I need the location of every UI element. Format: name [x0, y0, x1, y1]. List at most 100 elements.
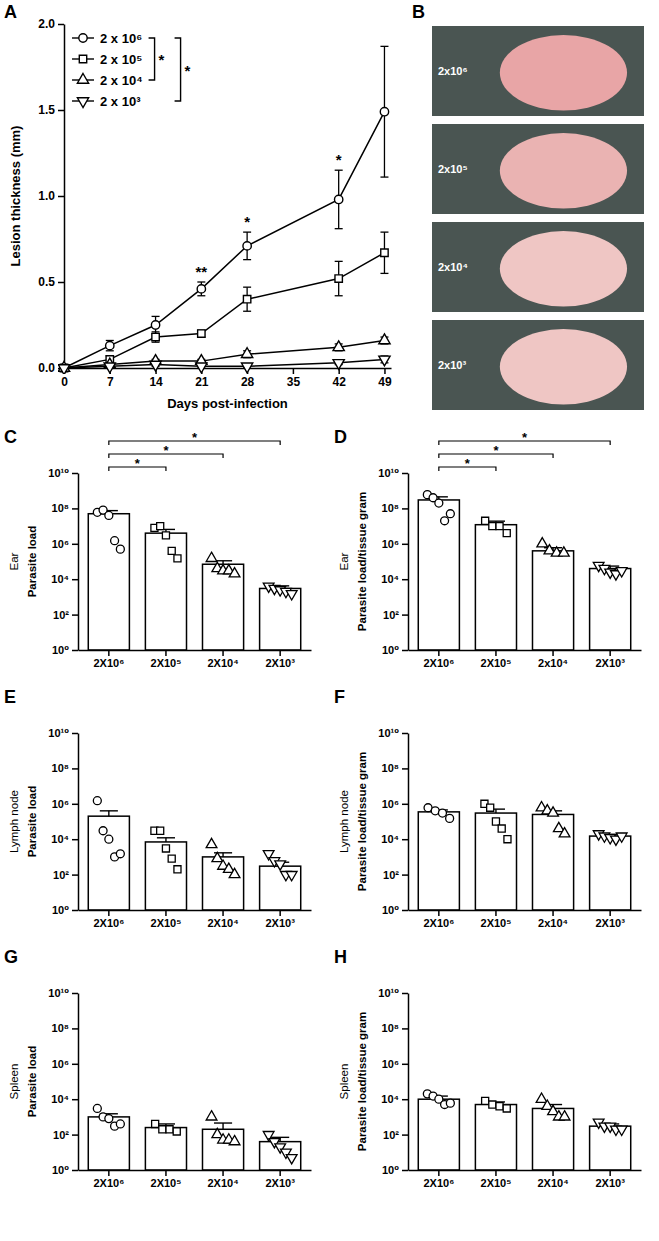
tick: 2X10³	[265, 1170, 295, 1189]
bar	[475, 813, 516, 910]
tick-label: 10⁸	[52, 1022, 69, 1034]
plot-area	[418, 800, 630, 910]
tick-label: 2X10⁶	[423, 917, 454, 929]
tick: 10⁸	[52, 1022, 78, 1034]
error-bar-cap	[335, 261, 343, 262]
plot-area	[88, 797, 300, 910]
data-point	[173, 1128, 180, 1135]
error-bar-cap	[243, 259, 251, 260]
tick-mark	[108, 1170, 110, 1176]
tick-mark	[72, 1099, 78, 1101]
data-point	[503, 530, 510, 537]
error-bar-cap	[197, 295, 205, 296]
data-point	[229, 868, 240, 877]
axis-line	[408, 994, 410, 1171]
bar	[260, 588, 301, 650]
marker	[379, 356, 390, 366]
data-point	[286, 1155, 297, 1164]
tick-mark	[72, 874, 78, 876]
bar	[260, 866, 301, 910]
tick-mark	[72, 1028, 78, 1030]
photo: 2x10³	[432, 320, 644, 410]
tick: 0.5	[38, 275, 64, 289]
tick: 2X10⁶	[423, 910, 454, 929]
tick: 2X10⁴	[537, 1170, 568, 1189]
data-point	[446, 1099, 454, 1107]
tick-label: 28	[241, 375, 255, 389]
tick-mark	[495, 910, 497, 916]
panel-letter: C	[4, 427, 17, 447]
photo-label: 2x10⁵	[438, 163, 468, 175]
tick-label: 10⁰	[52, 1164, 69, 1176]
tick-label: 2X10⁶	[423, 657, 454, 669]
y-axis-title: Parasite load	[26, 526, 38, 598]
tick-mark	[108, 910, 110, 916]
data-point	[616, 1126, 627, 1135]
tick-label: 2X10⁵	[151, 917, 182, 929]
photo-ear	[500, 35, 627, 111]
tick-label: 2.0	[38, 17, 55, 31]
tick-label: 10¹⁰	[378, 987, 399, 999]
data-point	[616, 833, 627, 842]
x-axis: 2X10⁶2X10⁵2X10⁴2X10³	[79, 910, 312, 929]
bar	[532, 551, 573, 650]
error-bar	[380, 232, 388, 273]
legend-label: 2 x 10⁶	[100, 31, 142, 46]
data-point	[504, 836, 511, 843]
error-bar-cap	[197, 281, 205, 282]
tick-mark	[72, 993, 78, 995]
tick: 42	[333, 368, 347, 389]
error-bar-cap	[487, 520, 505, 521]
error-bar	[152, 332, 160, 342]
tick-mark	[72, 733, 78, 735]
tick-mark	[609, 1170, 611, 1176]
axis-line	[65, 368, 392, 370]
tick-mark	[72, 650, 78, 652]
tick-label: 10²	[383, 1129, 399, 1141]
tick-label: 2X10⁶	[93, 1177, 124, 1189]
tick-label: 10¹⁰	[48, 467, 69, 479]
data-point	[558, 547, 569, 556]
error-bar-cap	[335, 295, 343, 296]
bar	[88, 514, 129, 650]
error-bar	[197, 330, 205, 337]
significance-label: *	[185, 62, 191, 79]
error-bar-cap	[335, 228, 343, 229]
tick-mark	[72, 1064, 78, 1066]
axis-line	[409, 910, 642, 912]
tick: 2X10⁵	[151, 910, 182, 929]
tick-mark	[222, 650, 224, 656]
tick-mark	[72, 544, 78, 546]
data-point	[498, 825, 505, 832]
tick: 10⁶	[382, 798, 408, 810]
plot-area	[58, 46, 390, 374]
legend-marker	[79, 34, 87, 42]
y-axis-title: Parasite load	[26, 786, 38, 858]
tick-label: 2X10⁵	[151, 1177, 182, 1189]
data-point	[93, 797, 101, 805]
tick: 10⁸	[52, 762, 78, 774]
x-axis-title: Days post-infection	[167, 396, 288, 411]
error-bar-cap	[380, 273, 388, 274]
legend-item: 2 x 10³	[72, 94, 141, 109]
tick-mark	[402, 1134, 408, 1136]
legend: 2 x 10⁶2 x 10⁵2 x 10⁴2 x 10³	[72, 31, 143, 109]
y-axis-title: Parasite load/tissue gram	[356, 1012, 368, 1151]
tick-label: 10²	[53, 1129, 69, 1141]
bar	[475, 1105, 516, 1170]
y-axis-group-title: Ear	[8, 552, 20, 570]
tick: 2X10⁶	[93, 910, 124, 929]
tick-mark	[402, 1099, 408, 1101]
significance-bracket	[149, 38, 155, 80]
data-point	[168, 855, 175, 862]
tick-label: 10⁴	[51, 1093, 69, 1105]
data-point	[162, 845, 169, 852]
tick: 2x10⁴	[538, 910, 568, 929]
tick-mark	[609, 650, 611, 656]
marker	[379, 334, 390, 344]
bar	[532, 814, 573, 910]
bar	[202, 564, 243, 650]
tick-label: 10⁶	[382, 538, 399, 550]
photo: 2x10⁴	[432, 222, 644, 312]
marker	[198, 330, 205, 337]
